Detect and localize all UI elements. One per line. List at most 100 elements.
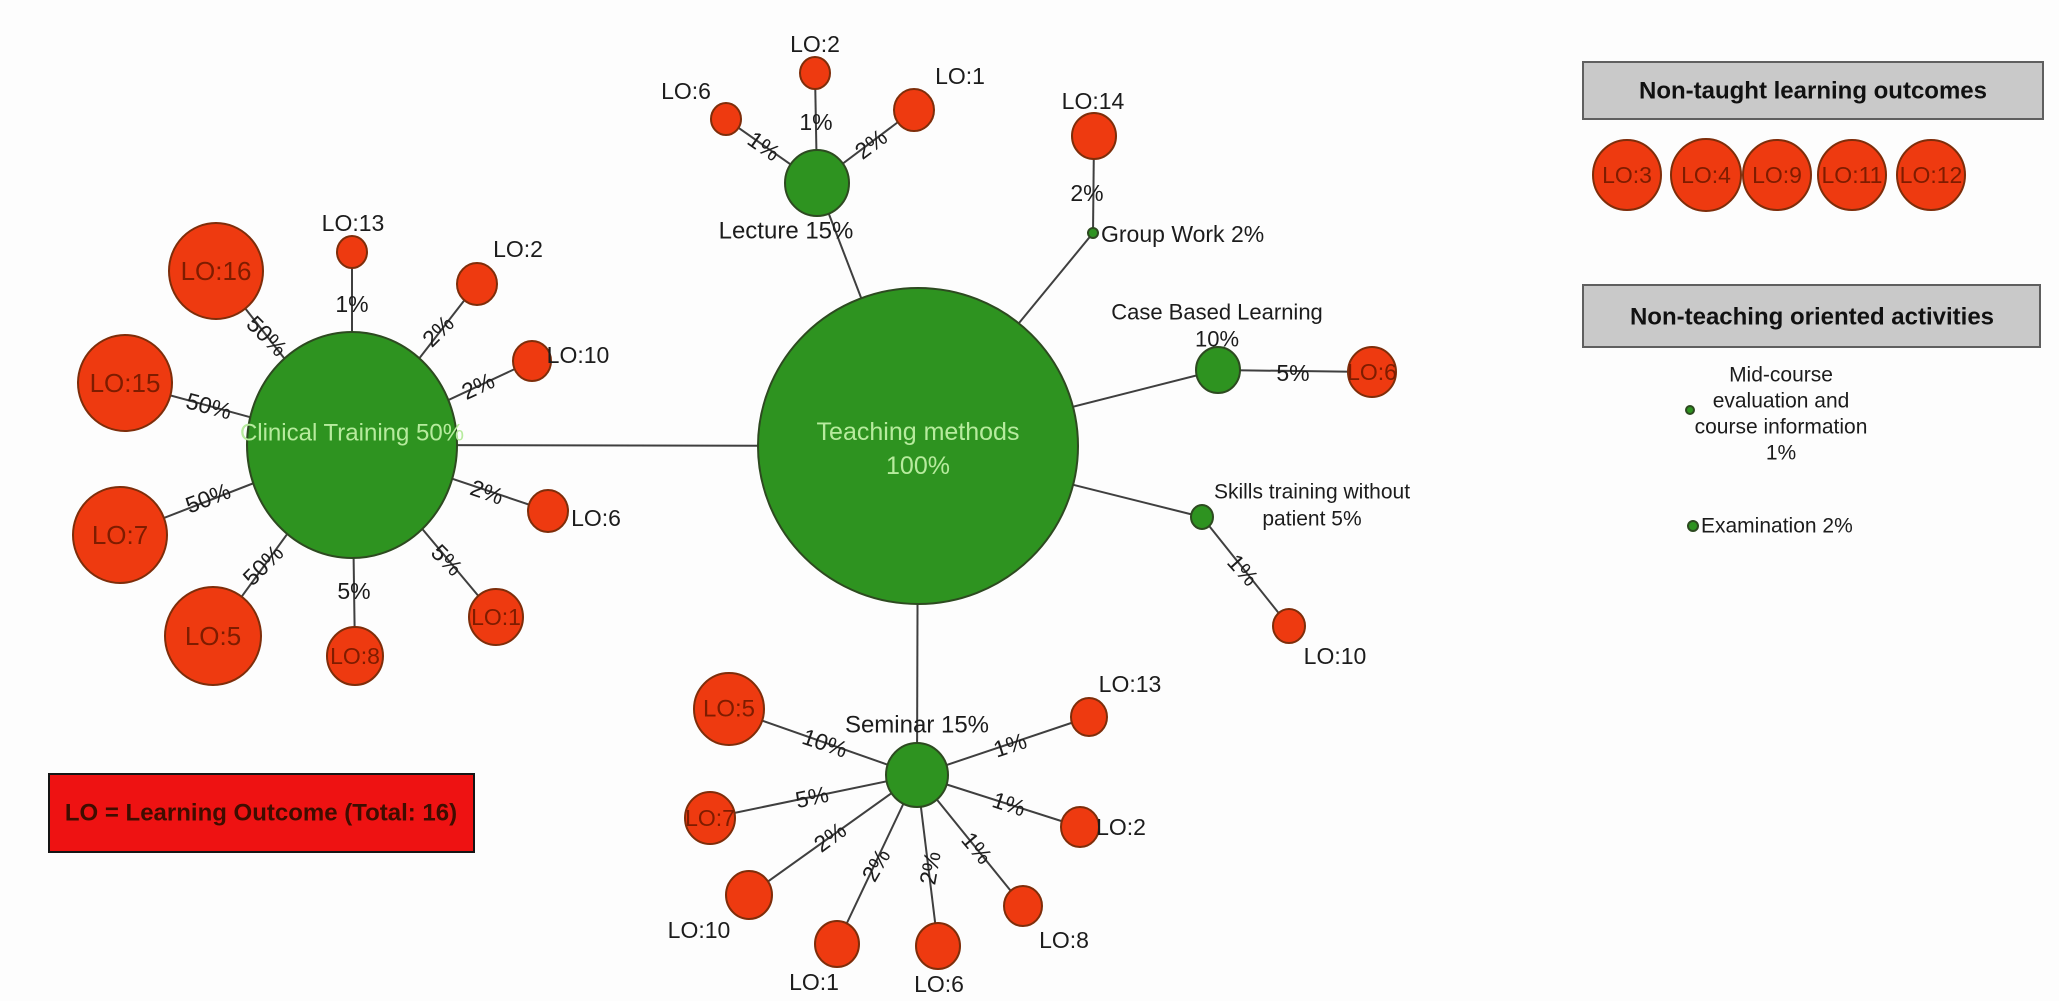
group-work-label: Group Work 2% bbox=[1101, 221, 1264, 247]
clinical-lo10-label: LO:10 bbox=[547, 342, 610, 368]
clinical-lo7-node-label: LO:7 bbox=[92, 520, 148, 550]
clinical-lo16-node-label: LO:16 bbox=[181, 256, 252, 286]
nontaught-lo4-node bbox=[1670, 138, 1742, 212]
lecture-lo6-node bbox=[710, 102, 742, 136]
clinical-lo10-node bbox=[512, 340, 552, 382]
edge-groupwork-lo14-label: 2% bbox=[1070, 180, 1103, 206]
edge-lecture-lo2-label: 1% bbox=[799, 109, 832, 135]
seminar-lo1-node bbox=[814, 920, 860, 968]
seminar-lo13-label: LO:13 bbox=[1099, 671, 1162, 697]
mid-course-label-line3: course information bbox=[1695, 416, 1868, 439]
clinical-lo16-node bbox=[168, 222, 264, 320]
edge-seminar-lo10 bbox=[748, 774, 918, 896]
clinical-lo6-node bbox=[527, 489, 569, 533]
edge-clinical-lo16-label: 50% bbox=[242, 311, 293, 362]
examination-dot bbox=[1687, 520, 1699, 532]
lecture-lo6-label: LO:6 bbox=[661, 78, 711, 104]
edge-seminar-lo1-label: 2% bbox=[856, 844, 895, 886]
mid-course-label-line2: evaluation and bbox=[1713, 390, 1850, 413]
clinical-lo13-label: LO:13 bbox=[322, 210, 385, 236]
nontaught-lo11-node bbox=[1817, 139, 1887, 211]
clinical-training-node bbox=[246, 331, 458, 559]
clinical-lo8-node-label: LO:8 bbox=[330, 643, 380, 669]
group-work-dot bbox=[1087, 227, 1099, 239]
edge-seminar-lo10-label: 2% bbox=[809, 817, 851, 858]
teaching-methods-node-label: Teaching methods bbox=[817, 418, 1020, 446]
seminar-lo10-label: LO:10 bbox=[668, 917, 731, 943]
edge-seminar-lo7 bbox=[709, 774, 918, 819]
seminar-lo8-node bbox=[1003, 885, 1043, 927]
groupwork-lo14-node bbox=[1071, 112, 1117, 160]
clinical-lo6-label: LO:6 bbox=[571, 505, 621, 531]
clinical-lo15-node-label: LO:15 bbox=[90, 368, 161, 398]
clinical-lo8-node bbox=[326, 626, 384, 686]
nontaught-lo9-node bbox=[1742, 139, 1812, 211]
edge-clinical-lo8-label: 5% bbox=[337, 578, 370, 604]
mid-course-label-line4: 1% bbox=[1766, 442, 1796, 465]
cbl-label-line2: 10% bbox=[1195, 327, 1239, 352]
nontaught-lo11-node-label: LO:11 bbox=[1822, 162, 1883, 188]
edge-skills-lo10 bbox=[1201, 516, 1290, 627]
case-based-learning-node bbox=[1195, 346, 1241, 394]
seminar-lo7-node bbox=[684, 791, 736, 845]
clinical-lo1-node-label: LO:1 bbox=[471, 604, 521, 630]
cbl-lo6-node bbox=[1347, 346, 1397, 398]
legend-text: LO = Learning Outcome (Total: 16) bbox=[65, 800, 457, 827]
non-taught-header bbox=[1582, 61, 2044, 120]
edge-cbl-lo6-label: 5% bbox=[1276, 360, 1309, 386]
edge-cbl-lo6 bbox=[1217, 369, 1373, 373]
edge-lecture-lo1-label: 2% bbox=[850, 124, 892, 165]
nontaught-lo3-node-label: LO:3 bbox=[1602, 162, 1652, 188]
clinical-lo2-node bbox=[456, 262, 498, 306]
edge-seminar-lo2-label: 1% bbox=[989, 786, 1029, 821]
lecture-lo1-node bbox=[893, 88, 935, 132]
seminar-lo8-label: LO:8 bbox=[1039, 927, 1089, 953]
seminar-lo1-label: LO:1 bbox=[789, 969, 839, 995]
cbl-lo6-node-label: LO:6 bbox=[1347, 359, 1397, 385]
cbl-label-line1: Case Based Learning bbox=[1111, 300, 1323, 325]
seminar-lo5-node bbox=[693, 672, 765, 746]
mid-course-dot bbox=[1685, 405, 1695, 415]
nontaught-lo3-node bbox=[1592, 139, 1662, 211]
non-teaching-header bbox=[1582, 284, 2041, 348]
nontaught-lo12-node bbox=[1896, 139, 1966, 211]
seminar-lo6-node bbox=[915, 922, 961, 970]
nontaught-lo12-node-label: LO:12 bbox=[1900, 162, 1963, 188]
non-teaching-header-text: Non-teaching oriented activities bbox=[1630, 304, 1994, 331]
skills-training-node bbox=[1190, 504, 1214, 530]
edge-clinical-lo13-label: 1% bbox=[335, 291, 368, 317]
teaching-methods-node bbox=[757, 287, 1079, 605]
lecture-label: Lecture 15% bbox=[719, 218, 854, 245]
seminar-lo5-node-label: LO:5 bbox=[703, 696, 755, 723]
edge-clinical-lo10-label: 2% bbox=[457, 367, 498, 405]
lecture-node bbox=[784, 149, 850, 217]
mid-course-label-line1: Mid-course bbox=[1729, 364, 1833, 387]
seminar-node bbox=[885, 742, 949, 808]
edge-clinical-lo6-label: 2% bbox=[467, 474, 507, 509]
nontaught-lo9-node-label: LO:9 bbox=[1752, 162, 1802, 188]
seminar-lo2-label: LO:2 bbox=[1096, 814, 1146, 840]
non-taught-header-text: Non-taught learning outcomes bbox=[1639, 78, 1987, 105]
edge-skills-lo10-label: 1% bbox=[1222, 549, 1264, 591]
clinical-lo15-node bbox=[77, 334, 173, 432]
edge-clinical-lo7-label: 50% bbox=[182, 478, 234, 519]
groupwork-lo14-label: LO:14 bbox=[1062, 88, 1125, 114]
edge-seminar-lo6-label: 2% bbox=[914, 849, 945, 886]
skills-lo10-label: LO:10 bbox=[1304, 643, 1367, 669]
edge-seminar-lo8-label: 1% bbox=[956, 827, 997, 869]
seminar-lo7-node-label: LO:7 bbox=[685, 805, 735, 831]
examination-label: Examination 2% bbox=[1701, 515, 1853, 538]
nontaught-lo4-node-label: LO:4 bbox=[1681, 162, 1731, 188]
clinical-lo5-node-label: LO:5 bbox=[185, 621, 241, 651]
clinical-lo7-node bbox=[72, 486, 168, 584]
clinical-lo13-node bbox=[336, 235, 368, 269]
teaching-methods-pct: 100% bbox=[886, 452, 950, 480]
skills-label-line2: patient 5% bbox=[1262, 508, 1361, 531]
edge-seminar-lo5-label: 10% bbox=[799, 723, 851, 763]
skills-lo10-node bbox=[1272, 608, 1306, 644]
edge-lecture-lo6-label: 1% bbox=[743, 126, 785, 166]
edge-clinical-lo15-label: 50% bbox=[183, 387, 234, 424]
seminar-label: Seminar 15% bbox=[845, 712, 989, 739]
